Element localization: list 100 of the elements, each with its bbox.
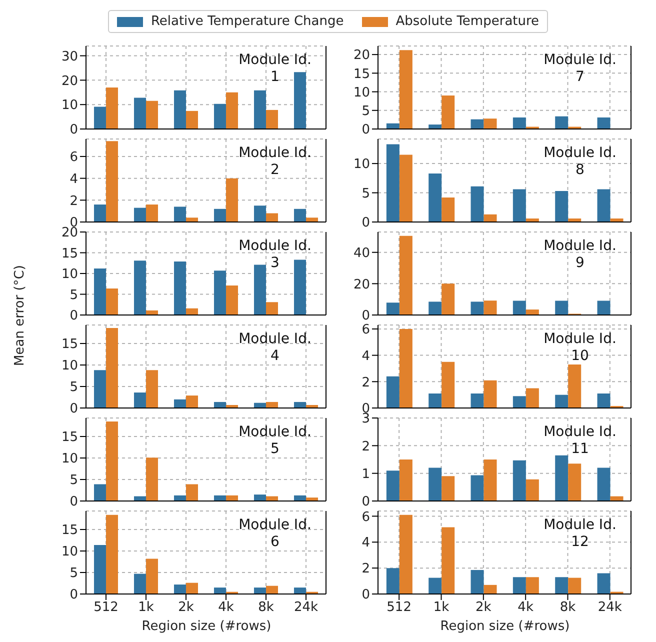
bar xyxy=(568,364,582,408)
y-tick-label: 5 xyxy=(70,288,78,303)
bar xyxy=(94,544,106,594)
y-tick-label: 6 xyxy=(362,510,370,525)
bar xyxy=(266,586,278,594)
y-tick-label: 10 xyxy=(61,98,78,114)
legend-label: Relative Temperature Change xyxy=(150,14,344,29)
y-tick-label: 4 xyxy=(70,172,78,187)
bar xyxy=(428,173,442,222)
y-tick-label: 0 xyxy=(362,588,370,603)
y-tick-label: 0 xyxy=(362,494,370,510)
bar xyxy=(106,421,118,501)
bar xyxy=(294,208,306,222)
bar xyxy=(134,392,146,408)
legend-label: Absolute Temperature xyxy=(396,14,540,29)
bar xyxy=(386,568,400,594)
bar xyxy=(146,204,158,222)
bar xyxy=(470,570,484,594)
bar xyxy=(174,399,186,408)
y-tick-label: 0 xyxy=(70,402,78,417)
x-tick-label: 4k xyxy=(518,600,534,616)
bar xyxy=(428,394,442,408)
bar xyxy=(106,288,118,315)
x-tick-label: 8k xyxy=(258,600,274,616)
bar xyxy=(226,286,238,315)
bar xyxy=(526,388,539,408)
bar xyxy=(386,123,400,129)
bar xyxy=(186,110,198,129)
y-tick-label: 20 xyxy=(353,48,370,64)
bar xyxy=(226,495,238,501)
bar xyxy=(134,98,146,129)
y-tick-label: 4 xyxy=(362,348,370,364)
y-tick-label: 2 xyxy=(362,562,370,577)
bar xyxy=(186,582,198,594)
bar xyxy=(254,90,266,129)
bar xyxy=(266,302,278,315)
x-tick-label: 2k xyxy=(178,600,194,616)
x-tick-label: 24k xyxy=(598,600,622,616)
bar xyxy=(254,494,266,501)
y-tick-label: 4 xyxy=(362,536,370,551)
bar xyxy=(470,186,484,222)
bar xyxy=(399,514,412,594)
bar xyxy=(428,302,442,315)
y-tick-label: 5 xyxy=(362,186,370,202)
bar xyxy=(294,402,306,408)
bar xyxy=(399,50,412,129)
y-tick-label: 10 xyxy=(61,358,78,374)
y-tick-label: 10 xyxy=(353,157,370,172)
bar xyxy=(134,260,146,315)
bar xyxy=(442,96,455,129)
y-tick-label: 5 xyxy=(362,104,370,120)
annotation: Module Id. 6 xyxy=(238,517,312,551)
bar xyxy=(146,558,158,594)
bar xyxy=(94,484,106,501)
bar xyxy=(214,104,226,129)
y-tick-label: 10 xyxy=(61,452,78,467)
bar xyxy=(94,268,106,315)
y-tick-label: 2 xyxy=(70,194,78,209)
x-tick-label: 512 xyxy=(386,600,412,616)
bar xyxy=(399,236,412,315)
bar xyxy=(597,300,610,315)
annotation: Module Id. 7 xyxy=(542,52,618,86)
bar xyxy=(555,455,568,501)
bar xyxy=(597,117,610,129)
bar xyxy=(568,578,582,594)
y-tick-label: 6 xyxy=(362,322,370,338)
x-axis-title: Region size (#rows) xyxy=(140,619,272,634)
bar xyxy=(442,197,455,222)
bar xyxy=(106,328,118,408)
x-tick-label: 1k xyxy=(433,600,450,616)
bar xyxy=(214,270,226,315)
bar xyxy=(386,144,400,222)
y-tick-label: 0 xyxy=(362,122,370,138)
bar xyxy=(146,370,158,408)
y-tick-label: 20 xyxy=(61,74,78,89)
bar xyxy=(555,191,568,222)
y-tick-label: 15 xyxy=(61,246,78,262)
y-tick-label: 0 xyxy=(70,122,78,138)
bar xyxy=(442,362,455,408)
bar xyxy=(442,527,455,594)
y-tick-label: 10 xyxy=(353,85,370,100)
bar xyxy=(294,72,306,129)
y-tick-label: 0 xyxy=(362,308,370,324)
bar xyxy=(266,213,278,222)
bar xyxy=(597,394,610,408)
y-tick-label: 5 xyxy=(70,473,78,488)
bar xyxy=(174,206,186,222)
bar xyxy=(555,116,568,129)
bar xyxy=(214,402,226,408)
bar xyxy=(568,464,582,501)
bar xyxy=(526,310,539,315)
y-tick-label: 0 xyxy=(362,216,370,231)
bar xyxy=(555,300,568,315)
bar xyxy=(399,460,412,501)
bar xyxy=(294,495,306,501)
y-tick-label: 6 xyxy=(70,150,78,166)
y-axis-title: Mean error (°C) xyxy=(12,264,28,368)
y-tick-label: 5 xyxy=(70,566,78,582)
bar xyxy=(306,218,318,222)
bar xyxy=(186,484,198,501)
